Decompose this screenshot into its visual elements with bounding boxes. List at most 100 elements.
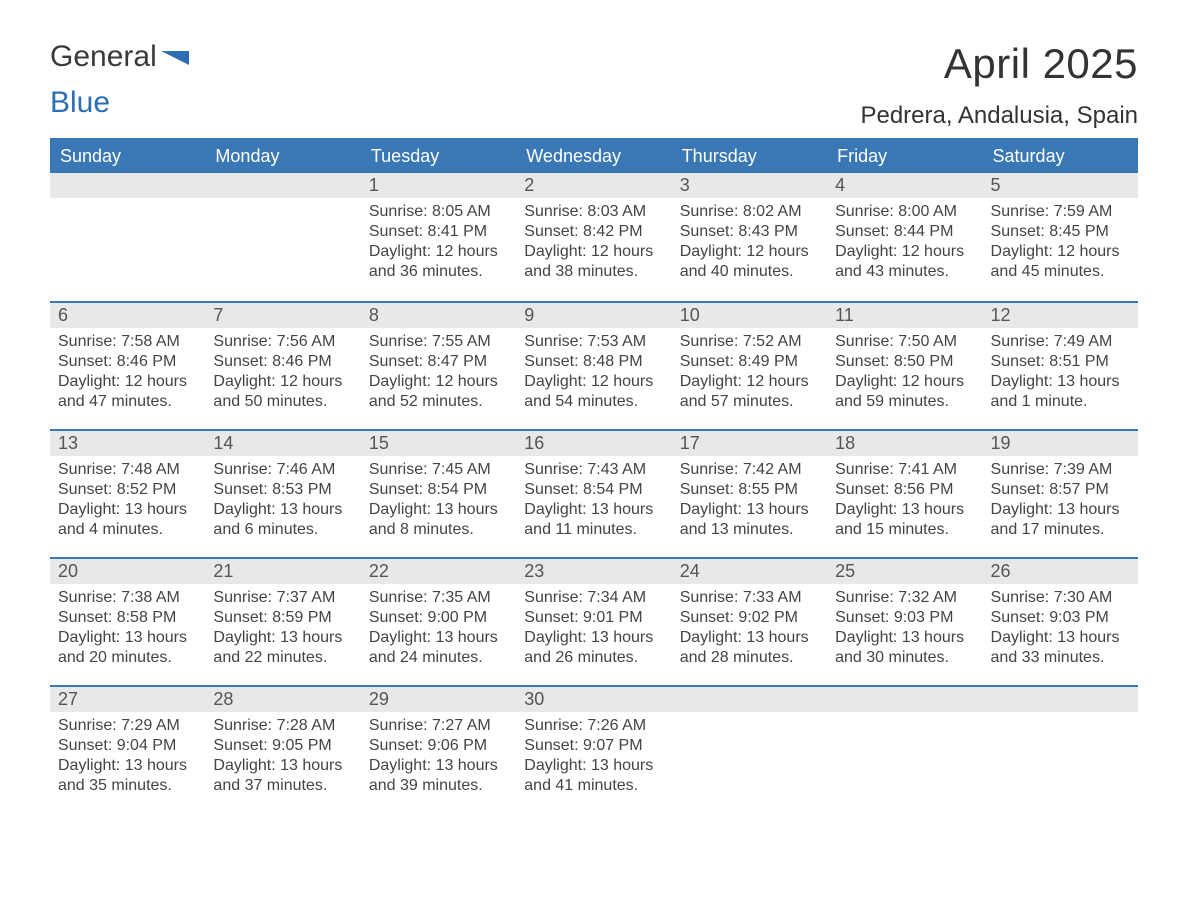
dow-wednesday: Wednesday (516, 140, 671, 173)
dow-friday: Friday (827, 140, 982, 173)
sunset-text: Sunset: 8:59 PM (213, 608, 352, 628)
day-cell: 13Sunrise: 7:48 AMSunset: 8:52 PMDayligh… (50, 431, 205, 557)
daylight-text: Daylight: 13 hours and 20 minutes. (58, 628, 197, 668)
day-facts: Sunrise: 7:41 AMSunset: 8:56 PMDaylight:… (827, 460, 982, 540)
daylight-text: Daylight: 13 hours and 24 minutes. (369, 628, 508, 668)
day-cell: 25Sunrise: 7:32 AMSunset: 9:03 PMDayligh… (827, 559, 982, 685)
sunrise-text: Sunrise: 7:53 AM (524, 332, 663, 352)
day-number: 27 (50, 687, 205, 712)
day-number: 6 (50, 303, 205, 328)
daylight-text: Daylight: 12 hours and 43 minutes. (835, 242, 974, 282)
day-cell: 4Sunrise: 8:00 AMSunset: 8:44 PMDaylight… (827, 173, 982, 301)
sunset-text: Sunset: 8:41 PM (369, 222, 508, 242)
day-cell: 16Sunrise: 7:43 AMSunset: 8:54 PMDayligh… (516, 431, 671, 557)
sunrise-text: Sunrise: 7:35 AM (369, 588, 508, 608)
day-of-week-header: Sunday Monday Tuesday Wednesday Thursday… (50, 140, 1138, 173)
day-facts: Sunrise: 7:59 AMSunset: 8:45 PMDaylight:… (983, 202, 1138, 282)
day-number: 19 (983, 431, 1138, 456)
daylight-text: Daylight: 13 hours and 8 minutes. (369, 500, 508, 540)
day-facts: Sunrise: 7:43 AMSunset: 8:54 PMDaylight:… (516, 460, 671, 540)
day-cell: 2Sunrise: 8:03 AMSunset: 8:42 PMDaylight… (516, 173, 671, 301)
sunrise-text: Sunrise: 7:55 AM (369, 332, 508, 352)
day-number (983, 687, 1138, 712)
sunrise-text: Sunrise: 7:38 AM (58, 588, 197, 608)
day-facts: Sunrise: 7:55 AMSunset: 8:47 PMDaylight:… (361, 332, 516, 412)
sunrise-text: Sunrise: 7:59 AM (991, 202, 1130, 222)
week-row: 6 Sunrise: 7:58 AMSunset: 8:46 PMDaylight… (50, 301, 1138, 429)
day-facts: Sunrise: 7:45 AMSunset: 8:54 PMDaylight:… (361, 460, 516, 540)
day-facts: Sunrise: 7:27 AMSunset: 9:06 PMDaylight:… (361, 716, 516, 796)
daylight-text: Daylight: 12 hours and 36 minutes. (369, 242, 508, 282)
daylight-text: Daylight: 12 hours and 57 minutes. (680, 372, 819, 412)
sunrise-text: Sunrise: 8:02 AM (680, 202, 819, 222)
sunset-text: Sunset: 8:54 PM (524, 480, 663, 500)
day-number: 29 (361, 687, 516, 712)
sunset-text: Sunset: 8:55 PM (680, 480, 819, 500)
sunset-text: Sunset: 8:46 PM (213, 352, 352, 372)
daylight-text: Daylight: 13 hours and 33 minutes. (991, 628, 1130, 668)
sunrise-text: Sunrise: 7:56 AM (213, 332, 352, 352)
sunset-text: Sunset: 8:58 PM (58, 608, 197, 628)
day-number: 8 (361, 303, 516, 328)
day-cell: 20Sunrise: 7:38 AMSunset: 8:58 PMDayligh… (50, 559, 205, 685)
calendar-grid: Sunday Monday Tuesday Wednesday Thursday… (50, 138, 1138, 813)
sunrise-text: Sunrise: 7:29 AM (58, 716, 197, 736)
sunset-text: Sunset: 8:54 PM (369, 480, 508, 500)
day-cell: 15 Sunrise: 7:45 AMSunset: 8:54 PMDayligh… (361, 431, 516, 557)
day-number: 26 (983, 559, 1138, 584)
daylight-text: Daylight: 12 hours and 59 minutes. (835, 372, 974, 412)
day-number: 13 (50, 431, 205, 456)
sunset-text: Sunset: 8:53 PM (213, 480, 352, 500)
day-cell: 19Sunrise: 7:39 AMSunset: 8:57 PMDayligh… (983, 431, 1138, 557)
daylight-text: Daylight: 13 hours and 22 minutes. (213, 628, 352, 668)
day-number: 15 (361, 431, 516, 456)
dow-sunday: Sunday (50, 140, 205, 173)
daylight-text: Daylight: 13 hours and 35 minutes. (58, 756, 197, 796)
day-number: 28 (205, 687, 360, 712)
sunrise-text: Sunrise: 7:42 AM (680, 460, 819, 480)
day-facts: Sunrise: 7:26 AMSunset: 9:07 PMDaylight:… (516, 716, 671, 796)
sunrise-text: Sunrise: 7:37 AM (213, 588, 352, 608)
day-facts: Sunrise: 7:46 AMSunset: 8:53 PMDaylight:… (205, 460, 360, 540)
dow-saturday: Saturday (983, 140, 1138, 173)
sunrise-text: Sunrise: 7:26 AM (524, 716, 663, 736)
sunset-text: Sunset: 9:04 PM (58, 736, 197, 756)
day-facts: Sunrise: 7:58 AMSunset: 8:46 PMDaylight:… (50, 332, 205, 412)
day-facts: Sunrise: 7:42 AMSunset: 8:55 PMDaylight:… (672, 460, 827, 540)
sunrise-text: Sunrise: 7:50 AM (835, 332, 974, 352)
day-cell: 8 Sunrise: 7:55 AMSunset: 8:47 PMDaylight… (361, 303, 516, 429)
week-row: 27 Sunrise: 7:29 AMSunset: 9:04 PMDayligh… (50, 685, 1138, 813)
day-facts: Sunrise: 7:29 AMSunset: 9:04 PMDaylight:… (50, 716, 205, 796)
day-facts: Sunrise: 7:53 AMSunset: 8:48 PMDaylight:… (516, 332, 671, 412)
sunrise-text: Sunrise: 7:48 AM (58, 460, 197, 480)
logo-word-2: Blue (50, 86, 110, 119)
day-facts: Sunrise: 7:49 AMSunset: 8:51 PMDaylight:… (983, 332, 1138, 412)
day-facts: Sunrise: 7:37 AMSunset: 8:59 PMDaylight:… (205, 588, 360, 668)
day-cell: 26Sunrise: 7:30 AMSunset: 9:03 PMDayligh… (983, 559, 1138, 685)
day-number: 5 (983, 173, 1138, 198)
day-number: 7 (205, 303, 360, 328)
day-cell: 22Sunrise: 7:35 AMSunset: 9:00 PMDayligh… (361, 559, 516, 685)
sunrise-text: Sunrise: 7:32 AM (835, 588, 974, 608)
daylight-text: Daylight: 12 hours and 47 minutes. (58, 372, 197, 412)
day-number: 21 (205, 559, 360, 584)
sunset-text: Sunset: 8:42 PM (524, 222, 663, 242)
sunset-text: Sunset: 8:50 PM (835, 352, 974, 372)
daylight-text: Daylight: 12 hours and 50 minutes. (213, 372, 352, 412)
sunset-text: Sunset: 8:52 PM (58, 480, 197, 500)
sunset-text: Sunset: 8:56 PM (835, 480, 974, 500)
day-cell: 7 Sunrise: 7:56 AMSunset: 8:46 PMDaylight… (205, 303, 360, 429)
day-facts: Sunrise: 7:56 AMSunset: 8:46 PMDaylight:… (205, 332, 360, 412)
sunrise-text: Sunrise: 7:49 AM (991, 332, 1130, 352)
dow-thursday: Thursday (672, 140, 827, 173)
sunset-text: Sunset: 9:06 PM (369, 736, 508, 756)
sunrise-text: Sunrise: 8:05 AM (369, 202, 508, 222)
sunrise-text: Sunrise: 7:41 AM (835, 460, 974, 480)
day-cell: 12Sunrise: 7:49 AMSunset: 8:51 PMDayligh… (983, 303, 1138, 429)
daylight-text: Daylight: 13 hours and 30 minutes. (835, 628, 974, 668)
daylight-text: Daylight: 12 hours and 54 minutes. (524, 372, 663, 412)
daylight-text: Daylight: 12 hours and 52 minutes. (369, 372, 508, 412)
day-facts: Sunrise: 7:35 AMSunset: 9:00 PMDaylight:… (361, 588, 516, 668)
day-number (827, 687, 982, 712)
day-number (672, 687, 827, 712)
